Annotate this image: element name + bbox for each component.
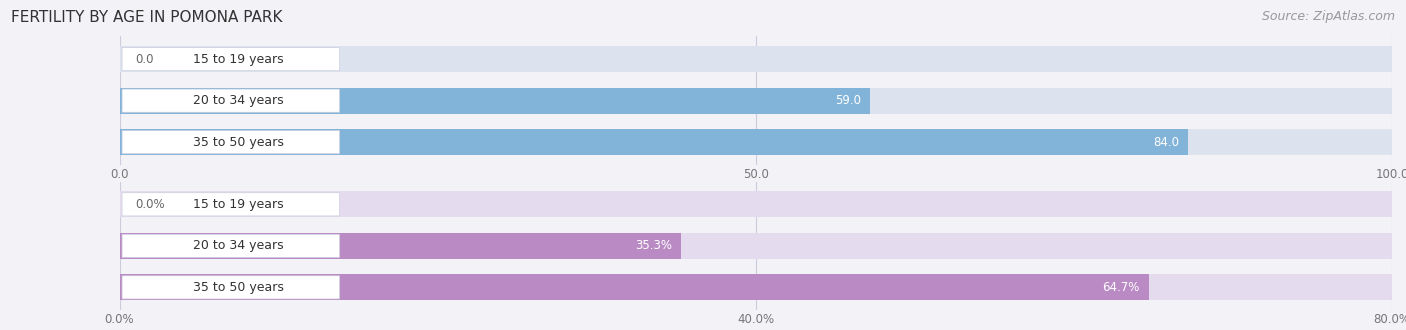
Text: FERTILITY BY AGE IN POMONA PARK: FERTILITY BY AGE IN POMONA PARK <box>11 10 283 25</box>
Text: 84.0: 84.0 <box>1153 136 1180 149</box>
Text: 15 to 19 years: 15 to 19 years <box>193 52 284 66</box>
Text: 20 to 34 years: 20 to 34 years <box>193 94 284 107</box>
Bar <box>120 88 1392 114</box>
FancyBboxPatch shape <box>122 234 340 257</box>
Bar <box>120 46 1392 72</box>
Bar <box>120 191 1392 217</box>
Bar <box>120 233 1392 259</box>
Bar <box>120 88 870 114</box>
Text: 0.0%: 0.0% <box>135 198 165 211</box>
Text: 59.0: 59.0 <box>835 94 862 107</box>
FancyBboxPatch shape <box>122 89 340 112</box>
Bar <box>120 129 1188 155</box>
Text: 20 to 34 years: 20 to 34 years <box>193 239 284 252</box>
FancyBboxPatch shape <box>122 193 340 216</box>
Bar <box>120 233 681 259</box>
Text: 35 to 50 years: 35 to 50 years <box>193 281 284 294</box>
Text: 64.7%: 64.7% <box>1102 281 1140 294</box>
Text: Source: ZipAtlas.com: Source: ZipAtlas.com <box>1261 10 1395 23</box>
Bar <box>120 275 1392 300</box>
Text: 15 to 19 years: 15 to 19 years <box>193 198 284 211</box>
Bar <box>120 275 1149 300</box>
Bar <box>120 129 1392 155</box>
FancyBboxPatch shape <box>122 131 340 154</box>
FancyBboxPatch shape <box>122 48 340 71</box>
Text: 0.0: 0.0 <box>135 52 153 66</box>
Text: 35.3%: 35.3% <box>636 239 672 252</box>
FancyBboxPatch shape <box>122 276 340 299</box>
Text: 35 to 50 years: 35 to 50 years <box>193 136 284 149</box>
